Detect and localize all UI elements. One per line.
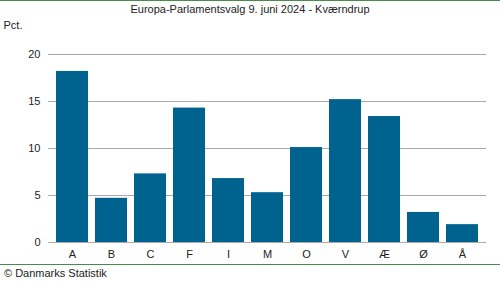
html-text:© Danmarks Statistik: © Danmarks Statistik <box>4 267 107 279</box>
svg-text:Å: Å <box>459 248 467 260</box>
svg-text:M: M <box>263 248 272 260</box>
svg-text:Ø: Ø <box>419 248 428 260</box>
svg-text:10: 10 <box>28 142 40 154</box>
svg-text:Æ: Æ <box>379 248 390 260</box>
svg-text:20: 20 <box>28 48 40 60</box>
svg-text:15: 15 <box>28 95 40 107</box>
svg-text:V: V <box>342 248 350 260</box>
html-text:Europa-Parlamentsvalg 9. juni: Europa-Parlamentsvalg 9. juni 2024 - Kvæ… <box>130 3 370 15</box>
svg-text:A: A <box>69 248 77 260</box>
svg-text:C: C <box>147 248 155 260</box>
svg-text:Pct.: Pct. <box>4 19 23 31</box>
svg-text:I: I <box>227 248 230 260</box>
svg-text:B: B <box>108 248 115 260</box>
svg-text:F: F <box>186 248 193 260</box>
svg-text:0: 0 <box>34 236 40 248</box>
svg-text:5: 5 <box>34 189 40 201</box>
svg-text:O: O <box>302 248 311 260</box>
